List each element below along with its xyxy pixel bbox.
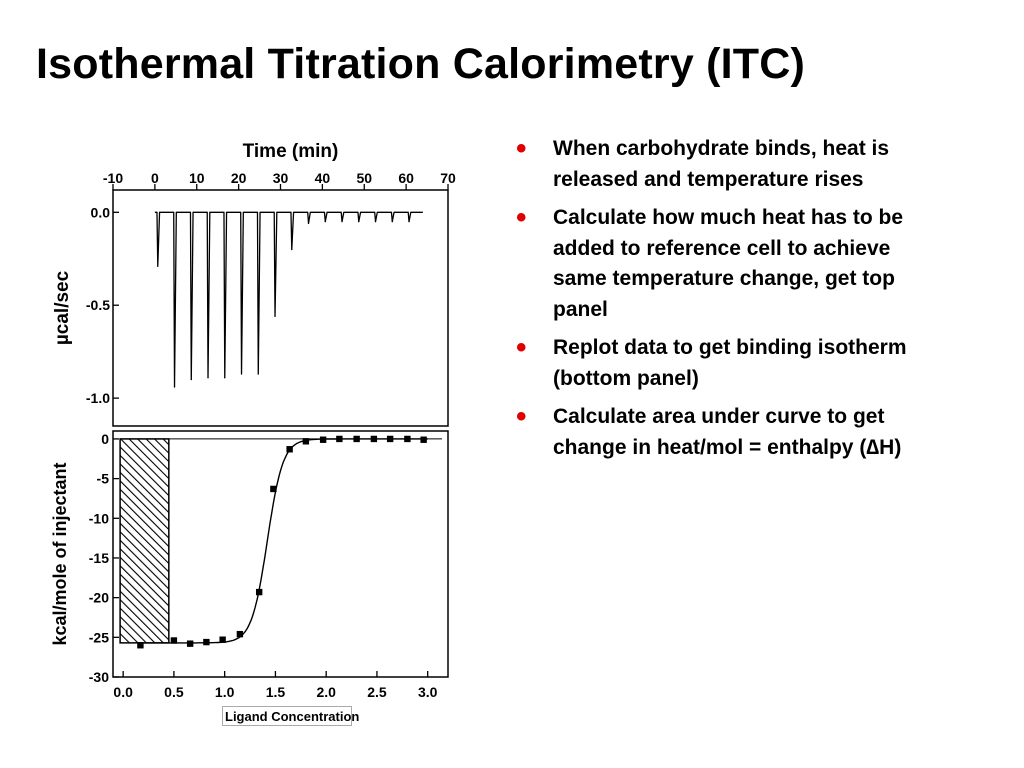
top-y-tick-label: -0.5 <box>86 297 110 313</box>
thermogram-trace <box>154 211 423 388</box>
injection-peak <box>341 220 343 223</box>
bullet-text: Calculate area under curve to get change… <box>553 405 902 459</box>
data-point <box>353 435 360 443</box>
data-point <box>186 640 194 647</box>
top-x-tick-label: 50 <box>356 170 372 186</box>
top-x-tick-label: 20 <box>231 170 247 186</box>
bottom-panel-binding-isotherm: 0 -5 -10 -15 -20 -25 -300.0 0.5 1.0 1.5 2.0 2.5 3.0 k… <box>50 430 449 700</box>
injection-peak <box>173 386 176 388</box>
bottom-y-tick-label: -5 <box>97 471 110 487</box>
data-point <box>302 438 310 445</box>
injection-peak <box>190 378 192 381</box>
itc-figure: Time (min) -10 0 10 20 30 40 50 60 70 0.0 -0.5 -1.0 µ… <box>40 130 480 730</box>
bottom-y-tick-label: -30 <box>89 669 109 685</box>
top-x-tick-label: 10 <box>189 170 205 186</box>
data-point <box>286 446 293 453</box>
data-point <box>236 630 244 638</box>
bottom-x-tick-label: 1.5 <box>266 684 286 700</box>
injection-peak <box>224 377 226 379</box>
slide-title: Isothermal Titration Calorimetry (ITC) <box>36 40 805 88</box>
data-point <box>203 638 210 646</box>
injection-peak <box>391 220 393 223</box>
bottom-x-tick-label: 2.0 <box>316 684 336 700</box>
top-x-axis-title: Time (min) <box>243 141 339 162</box>
ligand-concentration-label: Ligand Concentration <box>222 706 359 726</box>
bullet-item: • Replot data to get binding isotherm (b… <box>513 333 913 394</box>
bottom-x-tick-label: 0.5 <box>164 684 184 700</box>
top-x-tick-label: 60 <box>398 170 414 186</box>
bullet-item: • When carbohydrate binds, heat is relea… <box>513 134 913 195</box>
itc-chart-svg: Time (min) -10 0 10 20 30 40 50 60 70 0.0 -0.5 -1.0 µ… <box>50 141 456 700</box>
bullet-item: • Calculate area under curve to get chan… <box>513 402 913 463</box>
bullet-dot-icon: • <box>516 132 527 165</box>
injection-peak <box>274 315 276 317</box>
injection-peak <box>358 220 360 223</box>
data-point <box>420 436 427 443</box>
bottom-y-tick-label: -25 <box>89 629 109 645</box>
injection-peak <box>307 222 310 225</box>
bottom-x-tick-label: 2.5 <box>367 684 387 700</box>
fit-curve <box>137 438 428 644</box>
bullet-item: • Calculate how much heat has to be adde… <box>513 203 913 325</box>
top-x-tick-label: 30 <box>273 170 289 186</box>
data-point <box>370 435 378 443</box>
bullet-text: Replot data to get binding isotherm (bot… <box>553 336 907 390</box>
bottom-y-tick-label: -10 <box>89 510 109 526</box>
bullet-dot-icon: • <box>516 201 527 234</box>
bottom-plot-frame <box>112 430 449 678</box>
bottom-y-tick-label: -15 <box>89 550 109 566</box>
hatched-area <box>119 438 170 644</box>
top-x-tick-label: 0 <box>151 170 159 186</box>
bottom-y-tick-label: -20 <box>89 590 109 606</box>
data-point <box>336 435 343 443</box>
bottom-x-tick-label: 3.0 <box>418 684 438 700</box>
injection-peak <box>291 248 293 251</box>
injection-peak <box>257 373 259 375</box>
injection-peak <box>157 265 159 267</box>
top-x-tick-label: -10 <box>103 170 123 186</box>
bottom-y-tick-label: 0 <box>101 431 109 447</box>
injection-peak <box>374 220 377 223</box>
data-point <box>255 588 263 596</box>
data-point <box>170 637 178 644</box>
bullet-dot-icon: • <box>516 400 527 433</box>
bottom-x-tick-label: 1.0 <box>215 684 235 700</box>
top-x-tick-label: 70 <box>440 170 456 186</box>
top-x-tick-label: 40 <box>315 170 331 186</box>
top-plot-frame <box>112 189 449 427</box>
bottom-x-tick-label: 0.0 <box>113 684 133 700</box>
top-y-axis-title: µcal/sec <box>52 270 73 345</box>
bullet-list: • When carbohydrate binds, heat is relea… <box>513 134 913 471</box>
data-point <box>404 435 411 443</box>
data-point <box>137 642 144 649</box>
injection-peak <box>207 377 209 379</box>
bullet-text: Calculate how much heat has to be added … <box>553 206 904 321</box>
data-point <box>219 636 226 643</box>
top-y-tick-label: 0.0 <box>91 204 111 220</box>
data-point <box>270 485 277 493</box>
data-point <box>319 436 327 443</box>
injection-peak <box>240 373 243 375</box>
data-point <box>386 435 394 443</box>
injection-peak <box>408 220 410 223</box>
top-panel-raw-thermogram: Time (min) -10 0 10 20 30 40 50 60 70 0.0 -0.5 -1.0 µ… <box>52 141 456 427</box>
bullet-dot-icon: • <box>516 331 527 364</box>
bullet-text: When carbohydrate binds, heat is release… <box>553 137 890 191</box>
bottom-y-axis-title: kcal/mole of injectant <box>50 462 70 645</box>
top-y-tick-label: -1.0 <box>86 390 110 406</box>
injection-peak <box>324 220 326 223</box>
